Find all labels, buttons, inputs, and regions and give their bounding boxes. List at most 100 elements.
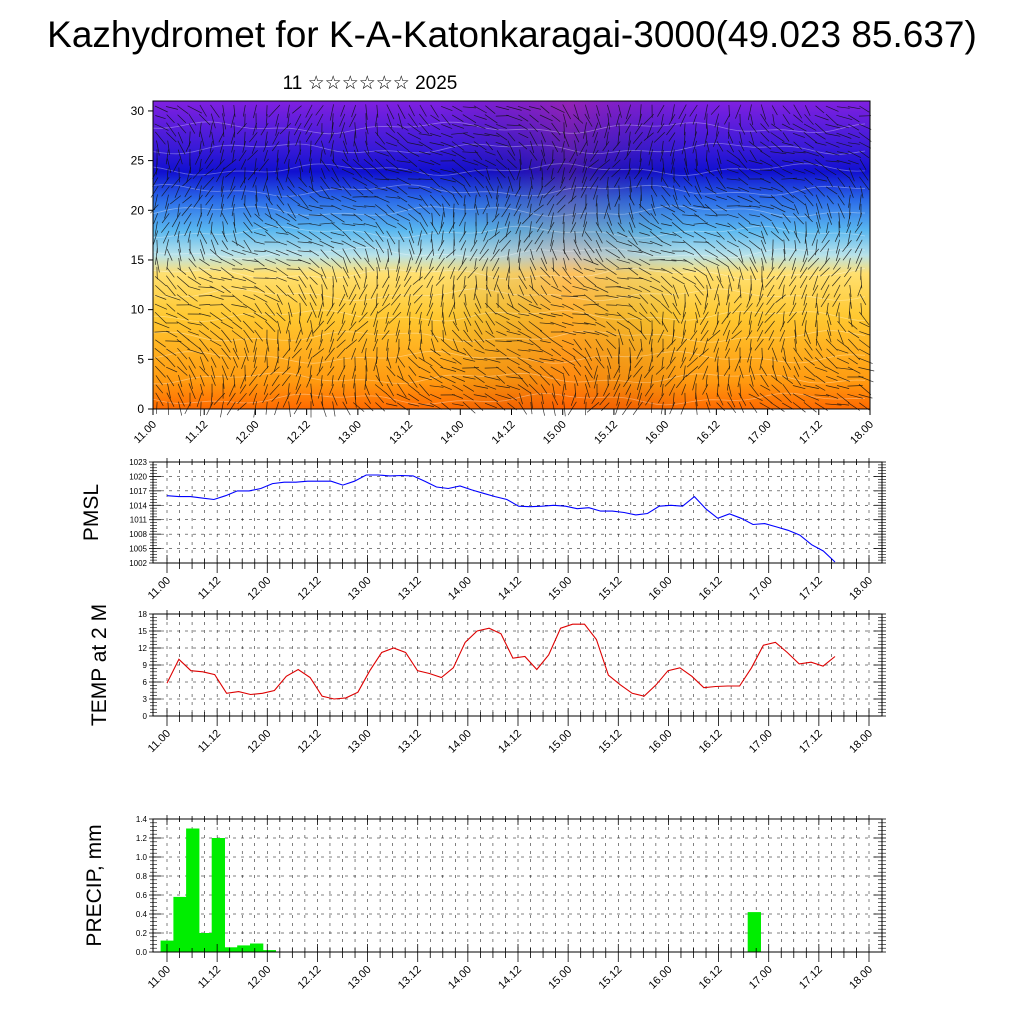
wind-barb <box>782 132 790 142</box>
wind-barb <box>747 347 753 363</box>
wind-barb <box>265 302 276 316</box>
wind-barb <box>374 168 387 179</box>
wind-barb <box>397 186 408 195</box>
wind-barb <box>760 104 767 120</box>
wind-barb <box>506 124 521 127</box>
wind-barb <box>836 114 853 121</box>
wind-barb <box>276 241 288 246</box>
wind-barb <box>681 347 686 362</box>
wind-barb <box>702 338 709 355</box>
wind-barb <box>239 177 247 188</box>
x-tick-label: 12.00 <box>234 419 262 447</box>
wind-barb <box>419 113 430 127</box>
wind-barb <box>408 213 419 223</box>
wind-barb <box>462 151 479 154</box>
wind-barb <box>264 268 277 273</box>
wind-barb <box>419 104 427 117</box>
wind-barb <box>265 321 276 332</box>
wind-barb <box>298 194 309 209</box>
wind-barb <box>551 122 561 136</box>
wind-barb <box>579 140 588 155</box>
panel-frame <box>152 613 883 717</box>
wind-barb <box>397 231 405 243</box>
wind-barb <box>855 248 863 264</box>
wind-barb <box>692 131 697 147</box>
wind-barb <box>232 357 239 368</box>
wind-barb <box>607 356 612 369</box>
wind-barb <box>717 294 720 306</box>
wind-barb <box>605 258 620 269</box>
wind-barb <box>496 168 506 178</box>
wind-barb <box>614 149 621 162</box>
wind-barb <box>618 185 621 201</box>
wind-barb <box>374 158 387 171</box>
wind-barb <box>407 123 422 134</box>
wind-barb <box>331 222 342 232</box>
wind-barb <box>419 221 428 235</box>
wind-barb <box>616 267 633 270</box>
wind-barb <box>561 303 574 310</box>
wind-barb <box>793 104 803 119</box>
wind-barb <box>515 221 522 235</box>
y-tick-label: 0.4 <box>136 910 148 919</box>
wind-barb <box>386 230 396 245</box>
wind-barb <box>253 357 257 368</box>
wind-barb <box>738 402 745 413</box>
wind-barb <box>727 222 737 230</box>
wind-barb <box>435 257 445 271</box>
wind-barb <box>386 123 396 133</box>
wind-barb <box>766 266 775 280</box>
wind-barb <box>683 258 694 266</box>
wind-barb <box>704 195 717 201</box>
x-tick-label: 13.12 <box>396 964 424 992</box>
wind-barb <box>488 231 501 241</box>
wind-barb <box>230 131 235 145</box>
wind-barb <box>452 195 459 206</box>
wind-barb <box>792 385 806 390</box>
wind-barb <box>749 248 756 264</box>
x-tick-label: 15.00 <box>541 419 569 447</box>
wind-barb <box>539 322 554 325</box>
wind-barb <box>341 240 357 249</box>
wind-barb <box>573 239 581 255</box>
wind-barb <box>177 149 183 165</box>
wind-barb <box>848 357 858 365</box>
wind-barb <box>848 330 860 339</box>
wind-barb <box>408 113 419 128</box>
wind-barb <box>661 177 669 188</box>
wind-barb <box>231 240 245 249</box>
wind-barb <box>506 114 523 122</box>
x-tick-label: 17.12 <box>797 575 825 603</box>
wind-barb <box>320 249 329 259</box>
x-tick-label: 16.12 <box>695 419 723 447</box>
wind-barb <box>231 304 247 308</box>
wind-barb <box>528 366 542 376</box>
wind-barb <box>584 383 590 398</box>
wind-barb <box>634 123 643 135</box>
wind-barb <box>232 312 242 322</box>
wind-barb <box>668 114 676 126</box>
wind-barb <box>671 329 675 345</box>
wind-barb <box>749 383 759 397</box>
wind-barb <box>836 393 850 404</box>
wind-barb <box>676 374 687 389</box>
wind-barb <box>496 123 507 129</box>
wind-barb <box>310 176 314 192</box>
wind-barb <box>616 240 633 247</box>
wind-barb <box>556 195 566 206</box>
wind-barb <box>397 365 404 380</box>
wind-barb <box>593 374 598 389</box>
wind-barb <box>550 230 554 247</box>
wind-barb <box>308 267 323 277</box>
y-tick-label: 0 <box>143 712 148 721</box>
wind-barb <box>409 249 414 261</box>
wind-barb <box>221 347 231 360</box>
wind-barb <box>573 366 581 376</box>
wind-barb <box>837 151 849 155</box>
wind-barb <box>639 232 650 236</box>
wind-barb <box>305 339 313 351</box>
wind-barb <box>749 339 752 351</box>
wind-barb <box>440 132 453 138</box>
wind-barb <box>816 329 818 346</box>
x-tick-label: 16.00 <box>647 728 675 756</box>
